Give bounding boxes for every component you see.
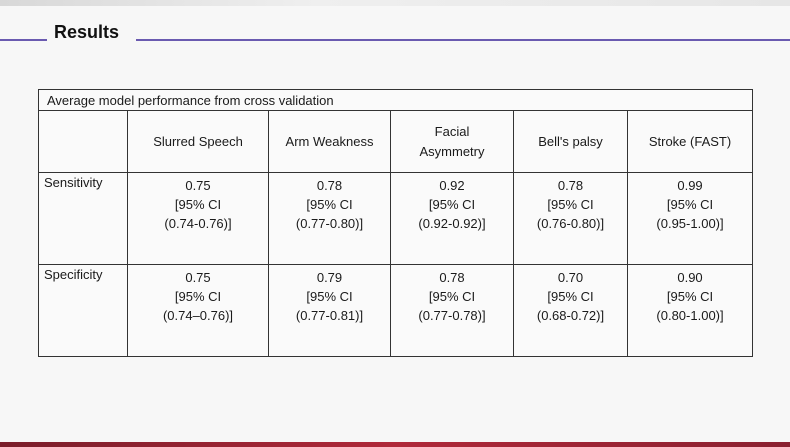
metric-value: 0.90 <box>677 270 703 285</box>
metric-value: 0.99 <box>677 178 703 193</box>
ci-label: [95% CI <box>547 289 594 304</box>
ci-label: [95% CI <box>428 289 476 304</box>
ci-label: [95% CI <box>428 197 476 212</box>
metric-value: 0.78 <box>557 178 584 193</box>
metric-cell: 0.78 [95% CI (0.76-0.80)] <box>513 172 628 265</box>
ci-range: (0.74–0.76)] <box>162 308 234 323</box>
ci-range: (0.77-0.81)] <box>295 308 364 323</box>
ci-range: (0.80-1.00)] <box>656 308 724 323</box>
metric-cell: 0.70 [95% CI (0.68-0.72)] <box>513 264 628 357</box>
column-header: Stroke (FAST) <box>626 110 754 173</box>
table-header-row: Slurred Speech Arm Weakness Facial Asymm… <box>38 110 754 173</box>
column-header: Arm Weakness <box>268 110 391 173</box>
title-rule-left <box>0 39 47 41</box>
metric-value: 0.75 <box>185 270 211 285</box>
metric-cell: 0.75 [95% CI (0.74-0.76)] <box>127 172 269 265</box>
table-row: Sensitivity 0.75 [95% CI (0.74-0.76)] 0.… <box>38 172 754 265</box>
column-header: Slurred Speech <box>127 110 269 173</box>
results-table: Average model performance from cross val… <box>37 89 754 357</box>
ci-label: [95% CI <box>174 289 222 304</box>
table-caption: Average model performance from cross val… <box>37 89 754 111</box>
table-row: Specificity 0.75 [95% CI (0.74–0.76)] 0.… <box>38 264 754 357</box>
ci-range: (0.95-1.00)] <box>656 216 724 231</box>
ci-label: [95% CI <box>174 197 222 212</box>
ci-label: [95% CI <box>306 289 353 304</box>
ci-range: (0.92-0.92)] <box>418 216 486 231</box>
ci-range: (0.77-0.80)] <box>295 216 364 231</box>
ci-label: [95% CI <box>306 197 353 212</box>
ci-label: [95% CI <box>666 289 714 304</box>
title-rule-right <box>136 39 790 41</box>
column-header: Bell's palsy <box>513 110 628 173</box>
table-caption-row: Average model performance from cross val… <box>37 89 754 111</box>
ci-range: (0.74-0.76)] <box>164 216 232 231</box>
bottom-accent-bar <box>0 442 790 447</box>
top-decoration-strip <box>0 0 790 6</box>
row-header: Specificity <box>38 264 128 357</box>
metric-value: 0.78 <box>439 270 465 285</box>
ci-label: [95% CI <box>547 197 594 212</box>
ci-range: (0.76-0.80)] <box>536 216 605 231</box>
metric-cell: 0.78 [95% CI (0.77-0.78)] <box>390 264 514 357</box>
metric-cell: 0.79 [95% CI (0.77-0.81)] <box>268 264 391 357</box>
metric-cell: 0.90 [95% CI (0.80-1.00)] <box>626 264 754 357</box>
ci-range: (0.68-0.72)] <box>536 308 605 323</box>
metric-value: 0.75 <box>185 178 211 193</box>
slide-title: Results <box>54 22 120 42</box>
metric-cell: 0.75 [95% CI (0.74–0.76)] <box>127 264 269 357</box>
slide-header: Results <box>0 18 790 48</box>
metric-cell: 0.92 [95% CI (0.92-0.92)] <box>390 172 514 265</box>
header-corner-cell <box>38 110 128 173</box>
metric-value: 0.79 <box>316 270 343 285</box>
metric-cell: 0.99 [95% CI (0.95-1.00)] <box>626 172 754 265</box>
metric-value: 0.78 <box>316 178 343 193</box>
column-header: Facial Asymmetry <box>390 110 514 173</box>
metric-cell: 0.78 [95% CI (0.77-0.80)] <box>268 172 391 265</box>
metric-value: 0.92 <box>439 178 465 193</box>
row-header: Sensitivity <box>38 172 128 265</box>
ci-range: (0.77-0.78)] <box>418 308 486 323</box>
ci-label: [95% CI <box>666 197 714 212</box>
metric-value: 0.70 <box>557 270 584 285</box>
